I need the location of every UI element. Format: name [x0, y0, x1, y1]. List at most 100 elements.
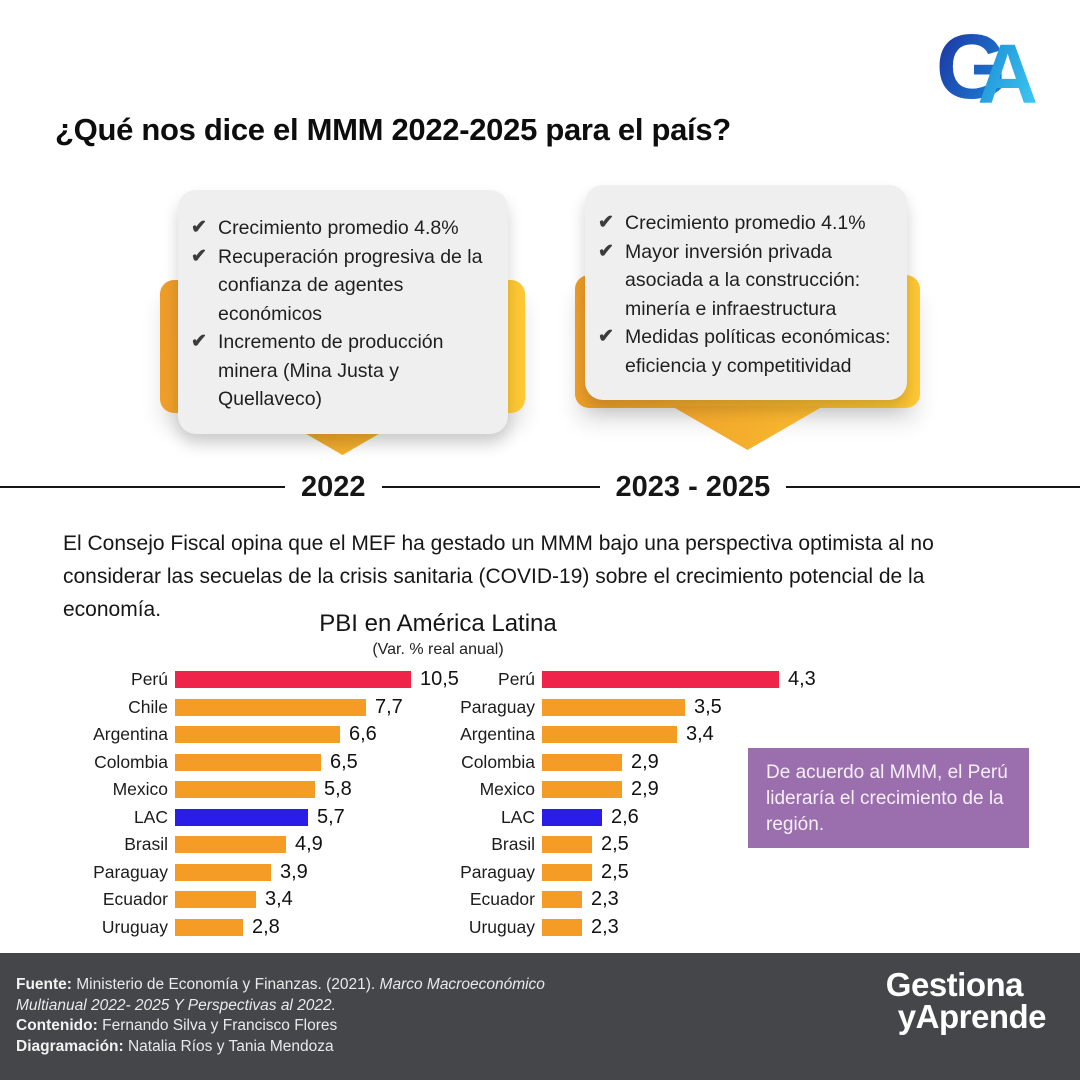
checkmark-icon: ✔: [191, 217, 207, 238]
bar-label: Colombia: [94, 751, 168, 772]
checklist-item-text: Medidas políticas económicas: eficiencia…: [625, 326, 891, 377]
brand-line-1: Gestiona: [885, 966, 1024, 1003]
checklist-item-text: Crecimiento promedio 4.8%: [218, 217, 459, 239]
source-text: Ministerio de Economía y Finanzas. (2021…: [71, 976, 380, 993]
chart-row: Paraguay 2,5: [455, 859, 816, 887]
bar: [175, 863, 271, 881]
chart-row: Paraguay 3,5: [455, 694, 816, 722]
chart-row: Brasil 4,9: [88, 831, 459, 859]
bar: [542, 891, 582, 909]
bar-value: 2,6: [611, 805, 639, 828]
bar-chart-2022: Perú 10,5 Chile 7,7 Argentina 6,6 Colombia 6,5 M…: [88, 666, 459, 941]
logo-letter-g-icon: G: [935, 16, 1008, 118]
bar: [542, 781, 622, 799]
checklist-item: ✔ Crecimiento promedio 4.1%: [598, 209, 895, 238]
chart-row: Uruguay 2,8: [88, 914, 459, 942]
bar-value: 2,5: [601, 860, 629, 883]
chart-row: Mexico 2,9: [455, 776, 816, 804]
checklist-item-text: Incremento de producción minera (Mina Ju…: [218, 331, 444, 410]
bar-value: 10,5: [420, 668, 459, 691]
chart-row: Perú 10,5: [88, 666, 459, 694]
commentary-paragraph: El Consejo Fiscal opina que el MEF ha ge…: [63, 532, 934, 621]
checklist-item: ✔ Medidas políticas económicas: eficienci…: [598, 323, 895, 380]
divider-line: [786, 486, 1080, 488]
bar: [542, 918, 582, 936]
chart-header: PBI en América Latina (Var. % real anual…: [238, 610, 638, 659]
bar: [175, 891, 256, 909]
chart-row: Chile 7,7: [88, 694, 459, 722]
chart-row: Ecuador 3,4: [88, 886, 459, 914]
source-italic: Marco Macroeconómico: [379, 976, 545, 993]
bar-label: Paraguay: [460, 861, 535, 882]
checkmark-icon: ✔: [598, 240, 614, 262]
bar-value: 2,8: [252, 915, 280, 938]
bar-label: Paraguay: [460, 696, 535, 717]
checklist-item-text: Crecimiento promedio 4.1%: [625, 212, 866, 234]
checklist-item: ✔ Mayor inversión privada asociada a la c…: [598, 238, 895, 324]
chart-row: Argentina 3,4: [455, 721, 816, 749]
bar-label: Colombia: [461, 751, 535, 772]
bar-label: LAC: [133, 806, 168, 827]
period-label-2022: 2022: [301, 470, 366, 503]
chart-row: Mexico 5,8: [88, 776, 459, 804]
divider-line: [381, 486, 600, 488]
bar: [542, 836, 592, 854]
source-label: Fuente:: [16, 976, 72, 993]
chart-row: Perú 4,3: [455, 666, 816, 694]
bar-value: 3,5: [694, 695, 722, 718]
bar-chart-2023-2025: Perú 4,3 Paraguay 3,5 Argentina 3,4 Colombia 2,…: [455, 666, 816, 941]
diagram-text: Natalia Ríos y Tania Mendoza: [123, 1037, 334, 1055]
chart-row: Argentina 6,6: [88, 721, 459, 749]
checklist-item: ✔ Crecimiento promedio 4.8%: [191, 214, 496, 243]
content-text: Fernando Silva y Francisco Flores: [97, 1017, 338, 1034]
brand-line-2: yAprende: [897, 998, 1047, 1036]
chart-row: Uruguay 2,3: [455, 914, 816, 942]
bar: [175, 726, 340, 744]
period-divider: 2022 2023 - 2025: [0, 470, 1080, 504]
footer: Fuente: Ministerio de Economía y Finanza…: [0, 953, 1080, 1080]
bar-value: 6,6: [349, 723, 377, 746]
bar-label: Uruguay: [101, 916, 168, 937]
credit-source-line2: Multianual 2022- 2025 Y Perspectivas al …: [16, 996, 545, 1017]
bar: [175, 918, 243, 936]
bar: [542, 753, 622, 771]
bar-label: Argentina: [93, 724, 168, 745]
checklist-item: ✔ Incremento de producción minera (Mina J…: [191, 328, 496, 414]
bar-value: 7,7: [375, 695, 403, 718]
bar-value: 2,9: [631, 778, 659, 801]
bar-label: Perú: [131, 669, 168, 690]
callout-card-2022: ✔ Crecimiento promedio 4.8% ✔ Recuperación …: [178, 190, 508, 434]
bar: [542, 698, 685, 716]
diagram-label: Diagramación:: [16, 1037, 124, 1055]
callout-card-2023-2025: ✔ Crecimiento promedio 4.1% ✔ Mayor inversi…: [585, 185, 907, 400]
checklist-item: ✔ Recuperación progresiva de la confianza…: [191, 243, 496, 329]
period-label-2023-2025: 2023 - 2025: [615, 470, 771, 503]
bar: [175, 671, 411, 689]
checklist-item-text: Recuperación progresiva de la confianza …: [218, 245, 483, 325]
bar: [175, 781, 315, 799]
credit-source-line: Fuente: Ministerio de Economía y Finanza…: [16, 975, 545, 996]
brand-logo: G A: [935, 16, 1038, 118]
bar-value: 3,4: [265, 888, 293, 911]
chart-row: Colombia 2,9: [455, 749, 816, 777]
bar: [542, 808, 602, 826]
bar-label: Mexico: [479, 779, 535, 800]
brand-wordmark: Gestiona yAprende: [885, 966, 1047, 1036]
bar-label: Ecuador: [469, 889, 535, 910]
checkmark-icon: ✔: [598, 212, 614, 233]
bar-label: Argentina: [460, 724, 535, 745]
bar: [542, 671, 779, 689]
bar-label: Ecuador: [102, 889, 168, 910]
bar-label: Chile: [128, 696, 168, 717]
checkmark-icon: ✔: [598, 326, 614, 347]
bar: [175, 698, 366, 716]
chart-row: Paraguay 3,9: [88, 859, 459, 887]
divider-line: [0, 486, 285, 488]
bar-value: 6,5: [330, 750, 358, 773]
bar-label: Brasil: [491, 834, 535, 855]
chart-row: LAC 2,6: [455, 804, 816, 832]
checklist-2022: ✔ Crecimiento promedio 4.8% ✔ Recuperación …: [191, 214, 496, 414]
bar-value: 2,5: [601, 833, 629, 856]
chart-row: Ecuador 2,3: [455, 886, 816, 914]
